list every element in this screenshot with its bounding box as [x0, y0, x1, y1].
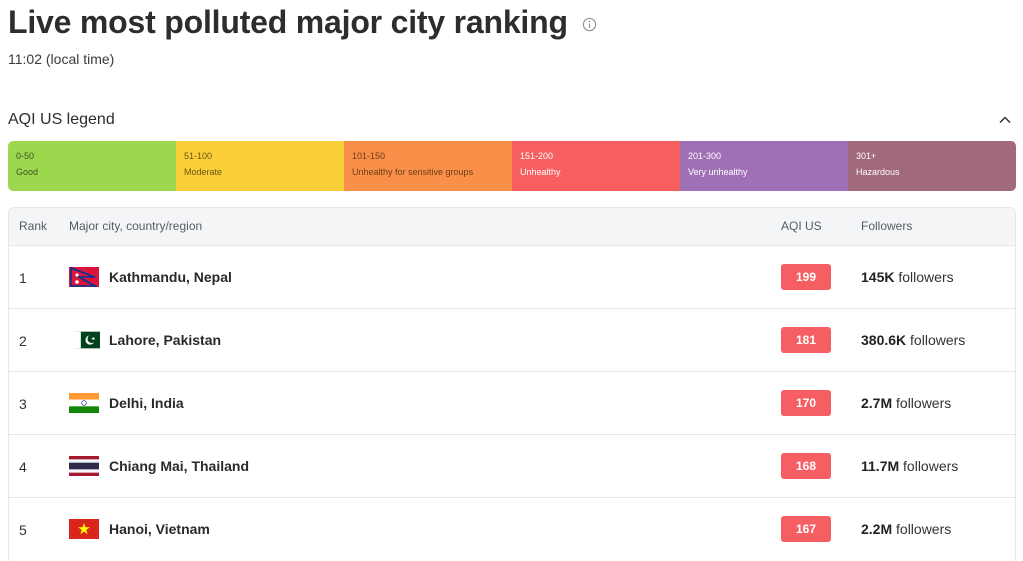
legend-range: 151-200 [520, 151, 554, 161]
page-title: Live most polluted major city ranking [8, 4, 568, 40]
followers-suffix: followers [899, 458, 959, 474]
legend-segment-hazardous: 301+ Hazardous [848, 141, 1016, 191]
header-rank[interactable]: Rank [19, 219, 48, 233]
table-row[interactable]: 1 Kathmandu, Nepal 199 145K followers [9, 245, 1015, 308]
aqi-badge: 170 [781, 390, 831, 416]
table-row[interactable]: 2 Lahore, Pakistan 181 380.6K followers [9, 308, 1015, 371]
legend-range: 0-50 [16, 151, 35, 161]
followers-number: 2.2M [861, 521, 893, 537]
legend-range: 101-150 [352, 151, 386, 161]
vietnam-flag-icon [69, 519, 99, 539]
aqi-badge: 181 [781, 327, 831, 353]
legend-range: 201-300 [688, 151, 722, 161]
header-city[interactable]: Major city, country/region [69, 219, 203, 233]
pakistan-flag-icon [75, 331, 100, 349]
followers-count: 2.2M followers [861, 521, 951, 537]
header-aqi[interactable]: AQI US [781, 219, 822, 233]
india-flag-icon [69, 393, 99, 413]
legend-segment-unhealthy: 151-200 Unhealthy [512, 141, 680, 191]
rank-cell: 3 [19, 396, 27, 412]
table-row[interactable]: 4 Chiang Mai, Thailand 168 11.7M followe… [9, 434, 1015, 497]
rank-cell: 2 [19, 333, 27, 349]
legend-label: Moderate [184, 167, 223, 177]
legend-label: Hazardous [856, 167, 900, 177]
thailand-flag-icon [69, 456, 99, 476]
legend-range: 301+ [856, 151, 877, 161]
nepal-flag-icon [69, 267, 99, 287]
followers-number: 11.7M [861, 458, 900, 474]
legend-segment-moderate: 51-100 Moderate [176, 141, 344, 191]
followers-count: 11.7M followers [861, 458, 958, 474]
page-header: Live most polluted major city ranking [8, 4, 597, 41]
ranking-table: Rank Major city, country/region AQI US F… [8, 207, 1016, 561]
followers-suffix: followers [892, 521, 952, 537]
legend-range: 51-100 [184, 151, 213, 161]
table-row[interactable]: 5 Hanoi, Vietnam 167 2.2M followers [9, 497, 1015, 560]
aqi-badge: 168 [781, 453, 831, 479]
chevron-up-icon[interactable] [998, 113, 1012, 127]
local-time: 11:02 (local time) [8, 51, 115, 67]
legend-title: AQI US legend [8, 111, 115, 128]
legend-label: Unhealthy for sensitive groups [352, 167, 474, 177]
header-followers[interactable]: Followers [861, 219, 913, 233]
followers-number: 145K [861, 269, 895, 285]
followers-suffix: followers [906, 332, 966, 348]
followers-count: 2.7M followers [861, 395, 951, 411]
city-name[interactable]: Chiang Mai, Thailand [109, 458, 250, 474]
aqi-badge: 199 [781, 264, 831, 290]
rank-cell: 5 [19, 522, 27, 538]
legend-segment-good: 0-50 Good [8, 141, 176, 191]
city-name[interactable]: Lahore, Pakistan [109, 332, 222, 348]
followers-number: 380.6K [861, 332, 907, 348]
legend-segment-unhealthy-sensitive: 101-150 Unhealthy for sensitive groups [344, 141, 512, 191]
followers-suffix: followers [894, 269, 954, 285]
legend-header[interactable]: AQI US legend [8, 109, 1016, 131]
rank-cell: 1 [19, 270, 27, 286]
followers-suffix: followers [892, 395, 952, 411]
city-name[interactable]: Delhi, India [109, 395, 184, 411]
aqi-badge: 167 [781, 516, 831, 542]
followers-number: 2.7M [861, 395, 893, 411]
legend-label: Good [16, 167, 39, 177]
city-name[interactable]: Kathmandu, Nepal [109, 269, 232, 285]
city-name[interactable]: Hanoi, Vietnam [109, 521, 210, 537]
legend-label: Very unhealthy [688, 167, 748, 177]
info-icon[interactable] [582, 17, 597, 32]
table-header: Rank Major city, country/region AQI US F… [9, 208, 1015, 245]
legend-segment-very-unhealthy: 201-300 Very unhealthy [680, 141, 848, 191]
rank-cell: 4 [19, 459, 27, 475]
followers-count: 380.6K followers [861, 332, 965, 348]
table-row[interactable]: 3 Delhi, India 170 2.7M followers [9, 371, 1015, 434]
aqi-legend-bar: 0-50 Good 51-100 Moderate 101-150 Unheal… [8, 141, 1016, 191]
legend-label: Unhealthy [520, 167, 561, 177]
followers-count: 145K followers [861, 269, 954, 285]
